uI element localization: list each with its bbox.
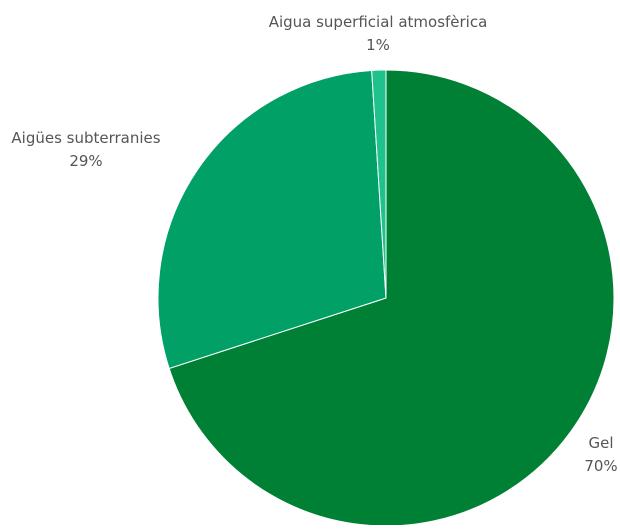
pie-slice-gel xyxy=(168,69,615,527)
slice-value-label-aigua-superficial-atmosferica: 1% xyxy=(366,36,390,54)
slice-label-gel: Gel xyxy=(588,434,613,452)
slice-value-label-aigues-subterranies: 29% xyxy=(69,152,102,170)
pie-slice-aigua-superficial-atmosferica xyxy=(371,69,387,299)
pie-slice-aigues-subterranies xyxy=(157,69,387,370)
labels-layer: Gel 70% Aigües subterranies 29% Aigua superf… xyxy=(11,13,617,475)
slice-label-aigua-superficial-atmosferica: Aigua superficial atmosfèrica xyxy=(269,13,488,31)
slice-value-label-gel: 70% xyxy=(584,457,617,475)
slice-label-aigues-subterranies: Aigües subterranies xyxy=(11,129,160,147)
slices-layer xyxy=(157,69,615,527)
